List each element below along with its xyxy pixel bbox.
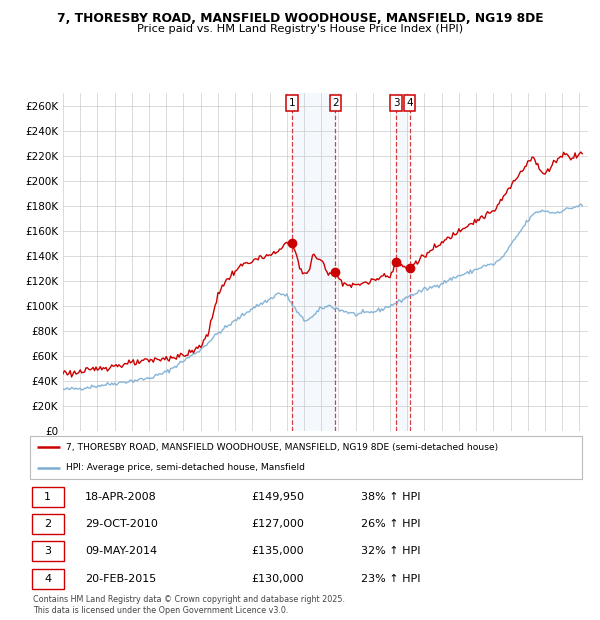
FancyBboxPatch shape xyxy=(32,487,64,507)
FancyBboxPatch shape xyxy=(32,569,64,588)
FancyBboxPatch shape xyxy=(32,541,64,562)
Text: 09-MAY-2014: 09-MAY-2014 xyxy=(85,546,157,556)
Text: £149,950: £149,950 xyxy=(251,492,304,502)
Text: 2: 2 xyxy=(332,98,339,108)
Text: 3: 3 xyxy=(393,98,400,108)
Text: £135,000: £135,000 xyxy=(251,546,304,556)
Bar xyxy=(292,93,335,431)
Text: 7, THORESBY ROAD, MANSFIELD WOODHOUSE, MANSFIELD, NG19 8DE: 7, THORESBY ROAD, MANSFIELD WOODHOUSE, M… xyxy=(56,12,544,25)
Text: Contains HM Land Registry data © Crown copyright and database right 2025.
This d: Contains HM Land Registry data © Crown c… xyxy=(33,595,345,614)
Text: 1: 1 xyxy=(44,492,51,502)
Text: 29-OCT-2010: 29-OCT-2010 xyxy=(85,520,158,529)
Text: HPI: Average price, semi-detached house, Mansfield: HPI: Average price, semi-detached house,… xyxy=(66,463,305,472)
Text: 4: 4 xyxy=(44,574,51,583)
FancyBboxPatch shape xyxy=(30,436,582,479)
Text: 26% ↑ HPI: 26% ↑ HPI xyxy=(361,520,421,529)
FancyBboxPatch shape xyxy=(32,514,64,534)
Text: 38% ↑ HPI: 38% ↑ HPI xyxy=(361,492,421,502)
Text: 7, THORESBY ROAD, MANSFIELD WOODHOUSE, MANSFIELD, NG19 8DE (semi-detached house): 7, THORESBY ROAD, MANSFIELD WOODHOUSE, M… xyxy=(66,443,498,452)
Bar xyxy=(396,93,409,431)
Text: 2: 2 xyxy=(44,520,51,529)
Text: Price paid vs. HM Land Registry's House Price Index (HPI): Price paid vs. HM Land Registry's House … xyxy=(137,24,463,33)
Text: 18-APR-2008: 18-APR-2008 xyxy=(85,492,157,502)
Text: 20-FEB-2015: 20-FEB-2015 xyxy=(85,574,157,583)
Text: £130,000: £130,000 xyxy=(251,574,304,583)
Text: 1: 1 xyxy=(289,98,295,108)
Text: £127,000: £127,000 xyxy=(251,520,304,529)
Text: 32% ↑ HPI: 32% ↑ HPI xyxy=(361,546,421,556)
Text: 23% ↑ HPI: 23% ↑ HPI xyxy=(361,574,421,583)
Text: 3: 3 xyxy=(44,546,51,556)
Text: 4: 4 xyxy=(406,98,413,108)
